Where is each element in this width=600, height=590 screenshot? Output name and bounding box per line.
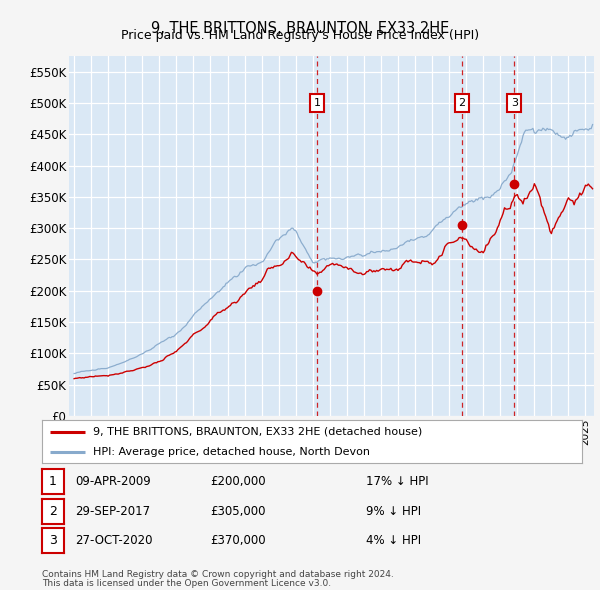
Text: Contains HM Land Registry data © Crown copyright and database right 2024.: Contains HM Land Registry data © Crown c…: [42, 570, 394, 579]
Text: 1: 1: [314, 98, 321, 108]
Text: Price paid vs. HM Land Registry's House Price Index (HPI): Price paid vs. HM Land Registry's House …: [121, 30, 479, 42]
Text: HPI: Average price, detached house, North Devon: HPI: Average price, detached house, Nort…: [94, 447, 370, 457]
Text: 2: 2: [49, 504, 57, 518]
Text: £305,000: £305,000: [210, 504, 265, 518]
Text: £370,000: £370,000: [210, 534, 266, 548]
Text: 9, THE BRITTONS, BRAUNTON, EX33 2HE: 9, THE BRITTONS, BRAUNTON, EX33 2HE: [151, 21, 449, 35]
Text: 4% ↓ HPI: 4% ↓ HPI: [366, 534, 421, 548]
Text: 09-APR-2009: 09-APR-2009: [75, 475, 151, 489]
Text: £200,000: £200,000: [210, 475, 266, 489]
Text: 3: 3: [49, 534, 57, 548]
Text: 9% ↓ HPI: 9% ↓ HPI: [366, 504, 421, 518]
Text: 2: 2: [458, 98, 466, 108]
Text: 1: 1: [49, 475, 57, 489]
Text: This data is licensed under the Open Government Licence v3.0.: This data is licensed under the Open Gov…: [42, 579, 331, 588]
Text: 3: 3: [511, 98, 518, 108]
Text: 27-OCT-2020: 27-OCT-2020: [75, 534, 152, 548]
Text: 17% ↓ HPI: 17% ↓ HPI: [366, 475, 428, 489]
Text: 29-SEP-2017: 29-SEP-2017: [75, 504, 150, 518]
Text: 9, THE BRITTONS, BRAUNTON, EX33 2HE (detached house): 9, THE BRITTONS, BRAUNTON, EX33 2HE (det…: [94, 427, 422, 437]
